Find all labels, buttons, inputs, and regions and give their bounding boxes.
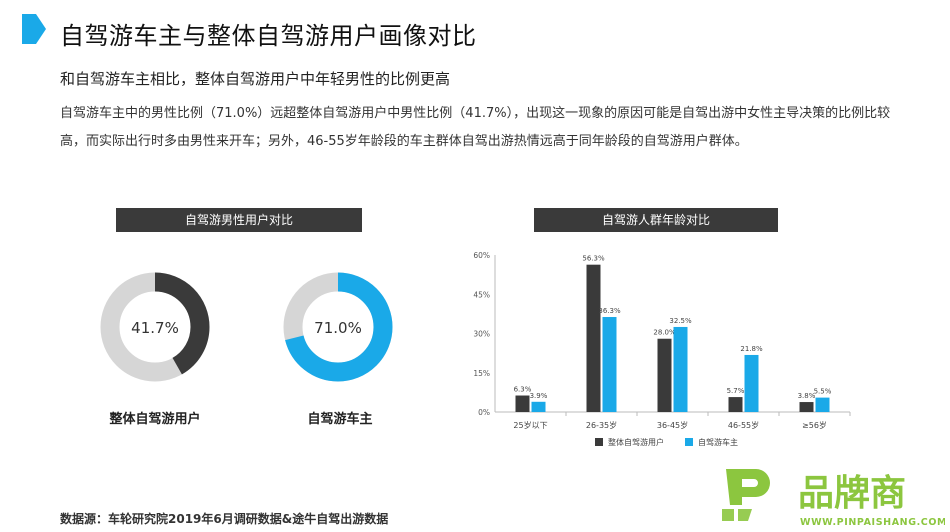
- donut-label-overall: 整体自驾游用户: [109, 412, 201, 427]
- bar: [673, 326, 688, 412]
- bar: [728, 397, 743, 412]
- bar-value-label: 5.5%: [814, 388, 832, 396]
- y-tick-label: 30%: [473, 330, 490, 339]
- bar: [602, 317, 617, 412]
- pinpaishang-logo: 品牌商 WWW.PINPAISHANG.COM: [722, 469, 945, 528]
- svg-text:WWW.PINPAISHANG.COM: WWW.PINPAISHANG.COM: [800, 517, 945, 528]
- bar-value-label: 6.3%: [514, 386, 532, 394]
- title-accent-mark: [22, 14, 46, 44]
- x-tick-label: 46-55岁: [728, 420, 759, 430]
- donut-value-label: 71.0%: [314, 319, 362, 337]
- bar-value-label: 36.3%: [598, 307, 621, 315]
- bar: [815, 397, 830, 412]
- bar: [586, 264, 601, 412]
- data-source: 数据源：车轮研究院2019年6月调研数据&途牛自驾出游数据: [60, 512, 389, 526]
- donut-charts: 41.7% 71.0%: [100, 272, 393, 382]
- bar-value-label: 3.9%: [530, 392, 548, 400]
- donut-value-label: 41.7%: [131, 319, 179, 337]
- donut-label-owner: 自驾游车主: [307, 412, 373, 427]
- x-tick-label: 26-35岁: [586, 420, 617, 430]
- x-tick-label: ≥56岁: [802, 420, 827, 430]
- svg-text:品牌商: 品牌商: [798, 473, 906, 514]
- bar-value-label: 28.0%: [653, 329, 676, 337]
- bar-value-label: 21.8%: [740, 345, 763, 353]
- description-paragraph: 自驾游车主中的男性比例（71.0%）远超整体自驾游用户中男性比例（41.7%），…: [60, 106, 891, 149]
- bar-value-label: 5.7%: [727, 387, 745, 395]
- bar: [531, 401, 546, 412]
- y-tick-label: 15%: [473, 369, 490, 378]
- bar-value-label: 3.8%: [798, 392, 816, 400]
- bar-chart-title: 自驾游人群年龄对比: [534, 208, 778, 232]
- donut-1: 71.0%: [283, 272, 393, 382]
- donut-slice: [100, 272, 210, 382]
- page-title: 自驾游车主与整体自驾游用户画像对比: [60, 22, 477, 50]
- legend-label: 自驾游车主: [698, 437, 738, 447]
- bar: [515, 395, 530, 412]
- bar-value-label: 56.3%: [582, 255, 605, 263]
- legend-swatch: [685, 438, 693, 446]
- page-subtitle: 和自驾游车主相比，整体自驾游用户中年轻男性的比例更高: [60, 70, 451, 88]
- bar: [744, 354, 759, 412]
- donut-slice: [283, 272, 393, 382]
- y-tick-label: 60%: [473, 251, 490, 260]
- legend-swatch: [595, 438, 603, 446]
- y-tick-label: 45%: [473, 290, 490, 299]
- age-bar-chart: 0% 15% 30% 45% 60% 6.3%3.9% 25岁以下 56.3% 36.3% 26-…: [473, 251, 851, 447]
- donut-0: 41.7%: [100, 272, 210, 382]
- bar-value-label: 32.5%: [669, 317, 692, 325]
- y-tick-label: 0%: [478, 408, 490, 417]
- donut-chart-title: 自驾游男性用户对比: [116, 208, 362, 232]
- legend-label: 整体自驾游用户: [608, 437, 664, 447]
- bar: [799, 402, 814, 412]
- x-tick-label: 36-45岁: [657, 420, 688, 430]
- bar: [657, 338, 672, 412]
- x-tick-label: 25岁以下: [513, 420, 547, 430]
